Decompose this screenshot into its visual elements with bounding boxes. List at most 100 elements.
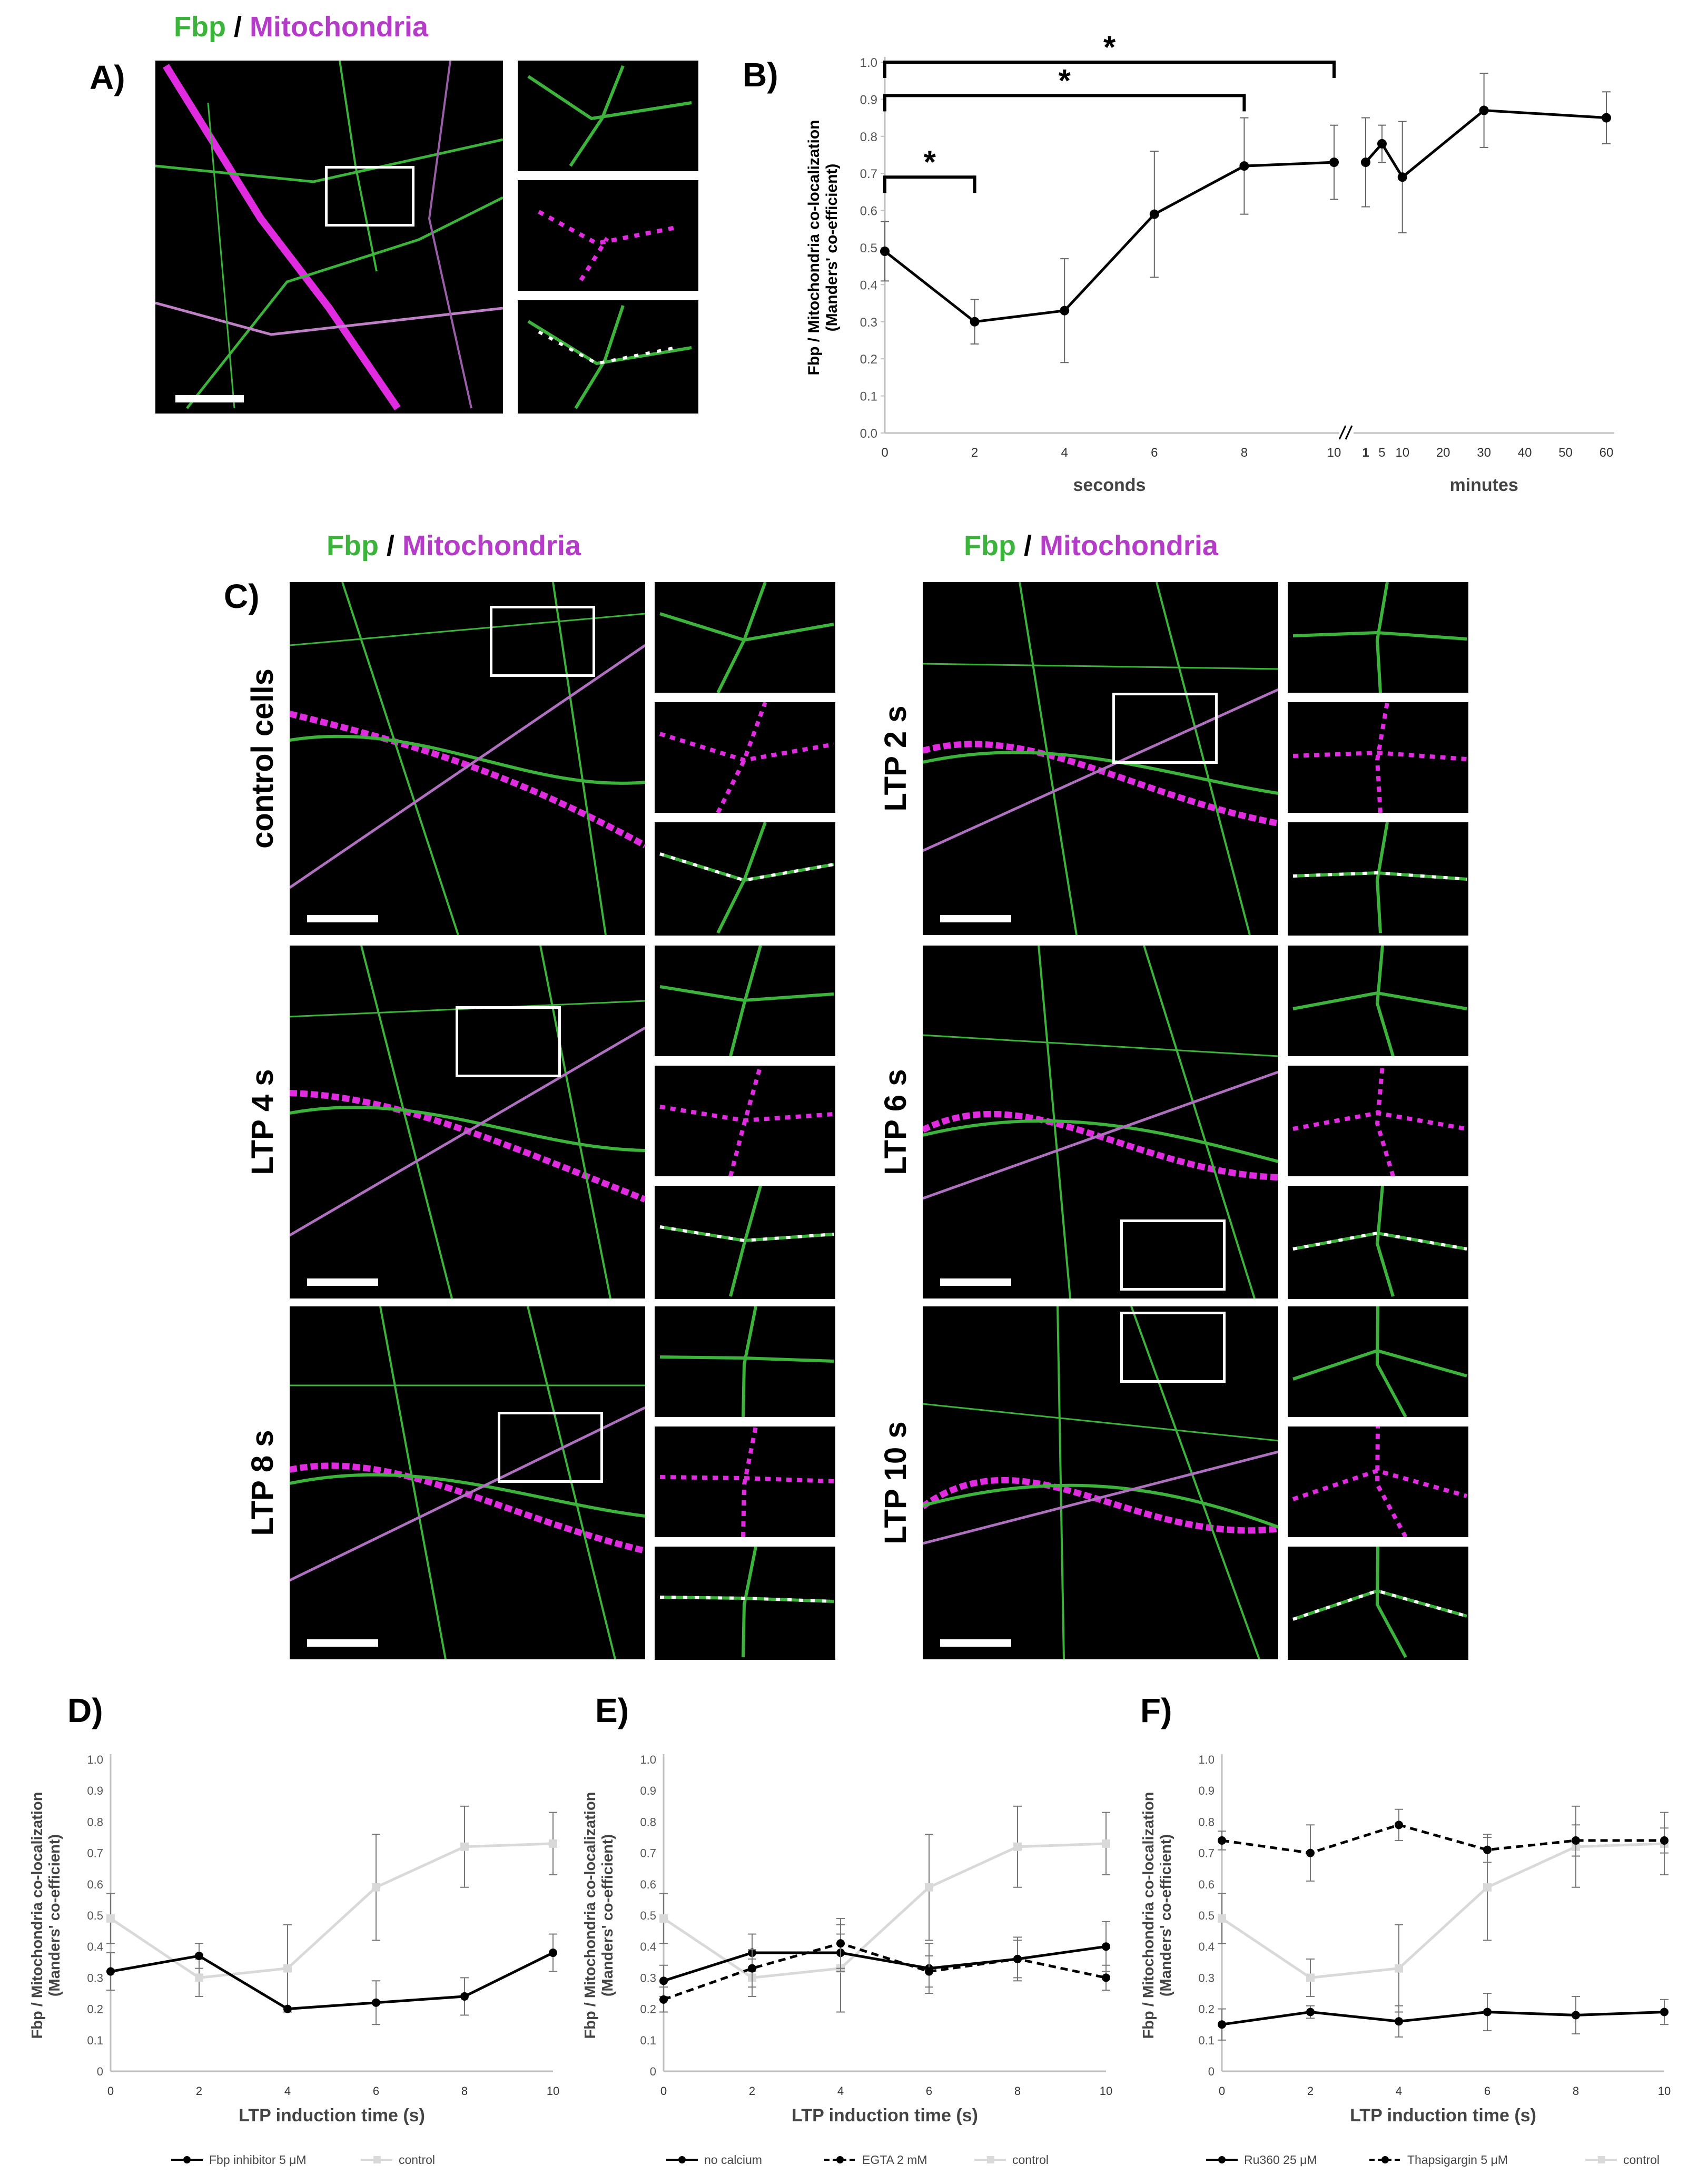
y-tick-label: 0.1 (860, 390, 877, 404)
micrograph-control-inset-green (655, 582, 835, 693)
x-tick-label: 10 (1327, 446, 1341, 460)
data-point (1395, 1821, 1403, 1829)
y-tick-label: 1.0 (1198, 1753, 1215, 1766)
micrograph-ltp6-main (923, 946, 1278, 1298)
significance-bracket (883, 61, 1336, 78)
micrograph-control-main (290, 582, 645, 935)
y-tick-label: 0.5 (860, 241, 877, 255)
micrograph-a-inset-magenta (518, 180, 698, 291)
x-tick-label: 4 (837, 2084, 844, 2098)
y-axis-label-line: Fbp / Mitochondria co-localization (582, 1792, 599, 2039)
y-tick-label: 0.9 (860, 93, 877, 107)
y-axis-label-line: Fbp / Mitochondria co-localization (1140, 1792, 1157, 2039)
panel-a-label: A) (90, 58, 125, 96)
y-axis-label: Fbp / Mitochondria co-localization(Mande… (805, 120, 841, 376)
x-tick-label: 8 (1014, 2084, 1021, 2098)
series-line-seconds (884, 161, 1335, 323)
y-tick-label: 0.8 (1198, 1815, 1215, 1828)
y-tick-label: 0.4 (1198, 1940, 1215, 1953)
data-point (1479, 105, 1489, 115)
zoom-box (1112, 693, 1218, 764)
micrograph-ltp8-inset-green (655, 1306, 835, 1417)
data-point (1306, 1973, 1315, 1982)
row-label-ltp8: LTP 8 s (245, 1430, 280, 1536)
scale-bar (940, 915, 1011, 922)
x-tick-label: 1 (1362, 446, 1369, 460)
series-line (663, 1942, 1107, 2001)
data-point (1483, 1845, 1492, 1854)
data-point (195, 1951, 203, 1960)
row-label-ltp4: LTP 4 s (245, 1069, 280, 1175)
micrograph-ltp6-inset-green (1288, 946, 1468, 1056)
x-tick-label: 4 (284, 2084, 291, 2098)
data-point (880, 247, 890, 257)
panel-b-label: B) (743, 56, 778, 94)
micrograph-a-inset-merge (518, 300, 698, 414)
x-tick-label: 0 (1219, 2084, 1225, 2098)
chart-b: Fbp / Mitochondria co-localization(Mande… (805, 29, 1614, 500)
micrograph-ltp10-main (923, 1306, 1278, 1659)
y-tick-label: 0.9 (640, 1784, 656, 1797)
y-tick-label: 0.1 (87, 2034, 103, 2047)
x-tick-label: 6 (1484, 2084, 1490, 2098)
micrograph-control-inset-merge (655, 822, 835, 936)
data-point (1377, 139, 1387, 149)
micrograph-ltp2-inset-magenta (1288, 702, 1468, 813)
y-tick-label: 0.8 (860, 130, 877, 144)
y-tick-label: 0.0 (860, 427, 877, 441)
data-point (1218, 2020, 1226, 2029)
y-axis-label: Fbp / Mitochondria co-localization(Mande… (29, 1792, 63, 2039)
data-point (1572, 1836, 1580, 1845)
panel-c-right-header: Fbp / Mitochondria (964, 530, 1218, 562)
x-tick-label: 4 (1396, 2084, 1402, 2098)
y-axis-label-line: Fbp / Mitochondria co-localization (29, 1792, 46, 2039)
y-tick-label: 0.3 (1198, 1971, 1215, 1984)
x-tick-label: 2 (749, 2084, 755, 2098)
y-tick-label: 0.1 (1198, 2034, 1215, 2047)
x-tick-label: 60 (1600, 446, 1614, 460)
micrograph-ltp8-main (290, 1306, 645, 1659)
y-axis-label-line: (Manders' co-efficient) (599, 1834, 616, 1996)
axis-break-mark (1345, 425, 1353, 440)
y-tick-label: 0 (650, 2065, 656, 2078)
legend-label: Ru360 25 μM (1244, 2153, 1317, 2167)
data-point (1397, 172, 1407, 182)
legend-marker (1218, 2156, 1226, 2163)
data-point (659, 1976, 668, 1985)
y-tick-label: 0.9 (87, 1784, 103, 1797)
y-tick-label: 0.5 (640, 1909, 656, 1922)
micrograph-control-inset-magenta (655, 702, 835, 813)
micrograph-ltp4-inset-green (655, 946, 835, 1056)
data-point (1602, 113, 1611, 123)
x-axis-label: LTP induction time (s) (1350, 2106, 1536, 2126)
data-point (1149, 209, 1159, 219)
data-point (1013, 1954, 1022, 1963)
data-point (659, 1995, 668, 2004)
panel-a-header: Fbp / Mitochondria (174, 11, 428, 43)
x-tick-label: 6 (1151, 446, 1158, 460)
x-sublabel-seconds: seconds (1073, 475, 1146, 495)
scale-bar (307, 1639, 378, 1647)
y-tick-label: 0.2 (860, 352, 877, 367)
micrograph-ltp4-main (290, 946, 645, 1298)
x-tick-label: 2 (1307, 2084, 1314, 2098)
data-point (460, 1992, 469, 2001)
series-line (663, 1945, 1107, 1982)
micrograph-ltp8-inset-merge (655, 1547, 835, 1660)
x-tick-label: 10 (1395, 446, 1409, 460)
x-tick-label: 0 (881, 446, 888, 460)
significance-star: * (924, 144, 936, 180)
y-tick-label: 0.6 (87, 1878, 103, 1891)
y-axis-label: Fbp / Mitochondria co-localization(Mande… (1140, 1792, 1174, 2039)
y-tick-label: 0.7 (860, 167, 877, 181)
x-tick-label: 8 (1241, 446, 1248, 460)
row-label-ltp10: LTP 10 s (878, 1421, 913, 1544)
data-point (283, 1964, 292, 1973)
series-line (1221, 2011, 1665, 2026)
micrograph-a-inset-green (518, 61, 698, 171)
legend-marker (678, 2156, 686, 2163)
data-point (549, 1839, 557, 1848)
x-tick-label: 20 (1436, 446, 1450, 460)
legend-label: control (399, 2153, 435, 2167)
panel-c-left-header: Fbp / Mitochondria (327, 530, 581, 562)
